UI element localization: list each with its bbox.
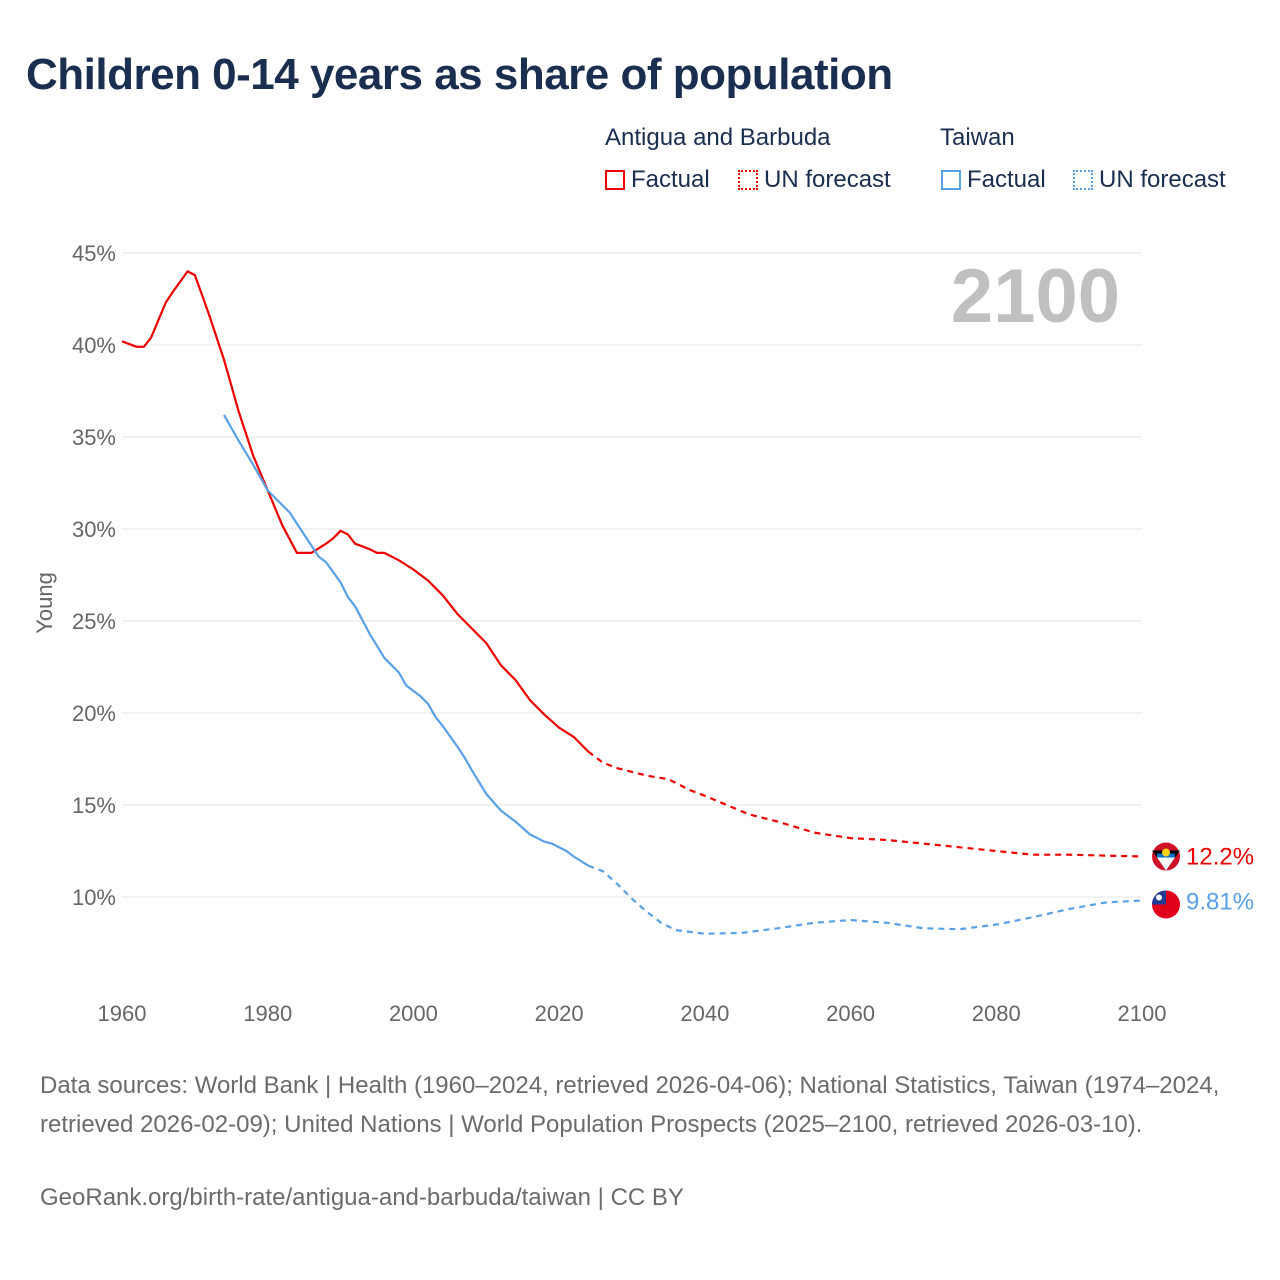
x-tick-label: 2040 <box>680 1001 729 1026</box>
x-tick-label: 2000 <box>389 1001 438 1026</box>
line-antigua-forecast <box>587 750 1143 858</box>
credit-link[interactable]: GeoRank.org/birth-rate/antigua-and-barbu… <box>40 1184 684 1211</box>
flag-taiwan-icon <box>1152 890 1180 919</box>
flag-sun <box>1162 848 1170 857</box>
line-taiwan-forecast <box>587 864 1143 935</box>
legend-group-antigua: Antigua and Barbuda <box>605 124 831 151</box>
legend-taiwan-factual[interactable]: Factual <box>941 166 1046 194</box>
flag-sun <box>1156 894 1162 901</box>
y-tick-label: 10% <box>72 885 116 910</box>
legend-antigua-factual[interactable]: Factual <box>605 166 710 194</box>
x-tick-label: 2060 <box>826 1001 875 1026</box>
plot-area: 10% 15% 20% 25% 30% 35% 40% 45% 1960 1980 2000 2020… <box>32 241 1254 1026</box>
y-tick-label: 25% <box>72 609 116 634</box>
y-axis-label: Young <box>32 572 57 634</box>
y-tick-label: 30% <box>72 517 116 542</box>
legend-label: UN forecast <box>764 166 891 193</box>
x-tick-label: 1960 <box>98 1001 147 1026</box>
legend-label: Factual <box>967 166 1046 193</box>
y-tick-label: 45% <box>72 241 116 266</box>
data-sources: Data sources: World Bank | Health (1960–… <box>40 1072 1220 1138</box>
legend-group-taiwan: Taiwan <box>940 124 1015 151</box>
legend-swatch-dotted <box>738 170 758 190</box>
legend-swatch-solid <box>605 170 625 190</box>
x-tick-label: 1980 <box>243 1001 292 1026</box>
legend-label: Factual <box>631 166 710 193</box>
y-tick-label: 40% <box>72 333 116 358</box>
year-label: 2100 <box>951 254 1120 339</box>
y-tick-label: 15% <box>72 793 116 818</box>
end-label-taiwan: 9.81% <box>1186 888 1254 915</box>
flag-antigua-icon <box>1152 842 1180 871</box>
x-tick-label: 2100 <box>1118 1001 1167 1026</box>
line-antigua-factual <box>121 270 590 753</box>
legend-swatch-dotted <box>1073 170 1093 190</box>
x-tick-label: 2020 <box>535 1001 584 1026</box>
end-label-antigua: 12.2% <box>1186 844 1254 871</box>
legend-swatch-solid <box>941 170 961 190</box>
legend-taiwan-forecast[interactable]: UN forecast <box>1073 166 1226 194</box>
legend-label: UN forecast <box>1099 166 1226 193</box>
legend-antigua-forecast[interactable]: UN forecast <box>738 166 891 194</box>
chart-title: Children 0-14 years as share of populati… <box>26 50 893 99</box>
x-tick-label: 2080 <box>972 1001 1021 1026</box>
flag-white <box>1157 857 1175 871</box>
y-tick-label: 35% <box>72 425 116 450</box>
line-taiwan-factual <box>223 414 589 867</box>
y-tick-label: 20% <box>72 701 116 726</box>
